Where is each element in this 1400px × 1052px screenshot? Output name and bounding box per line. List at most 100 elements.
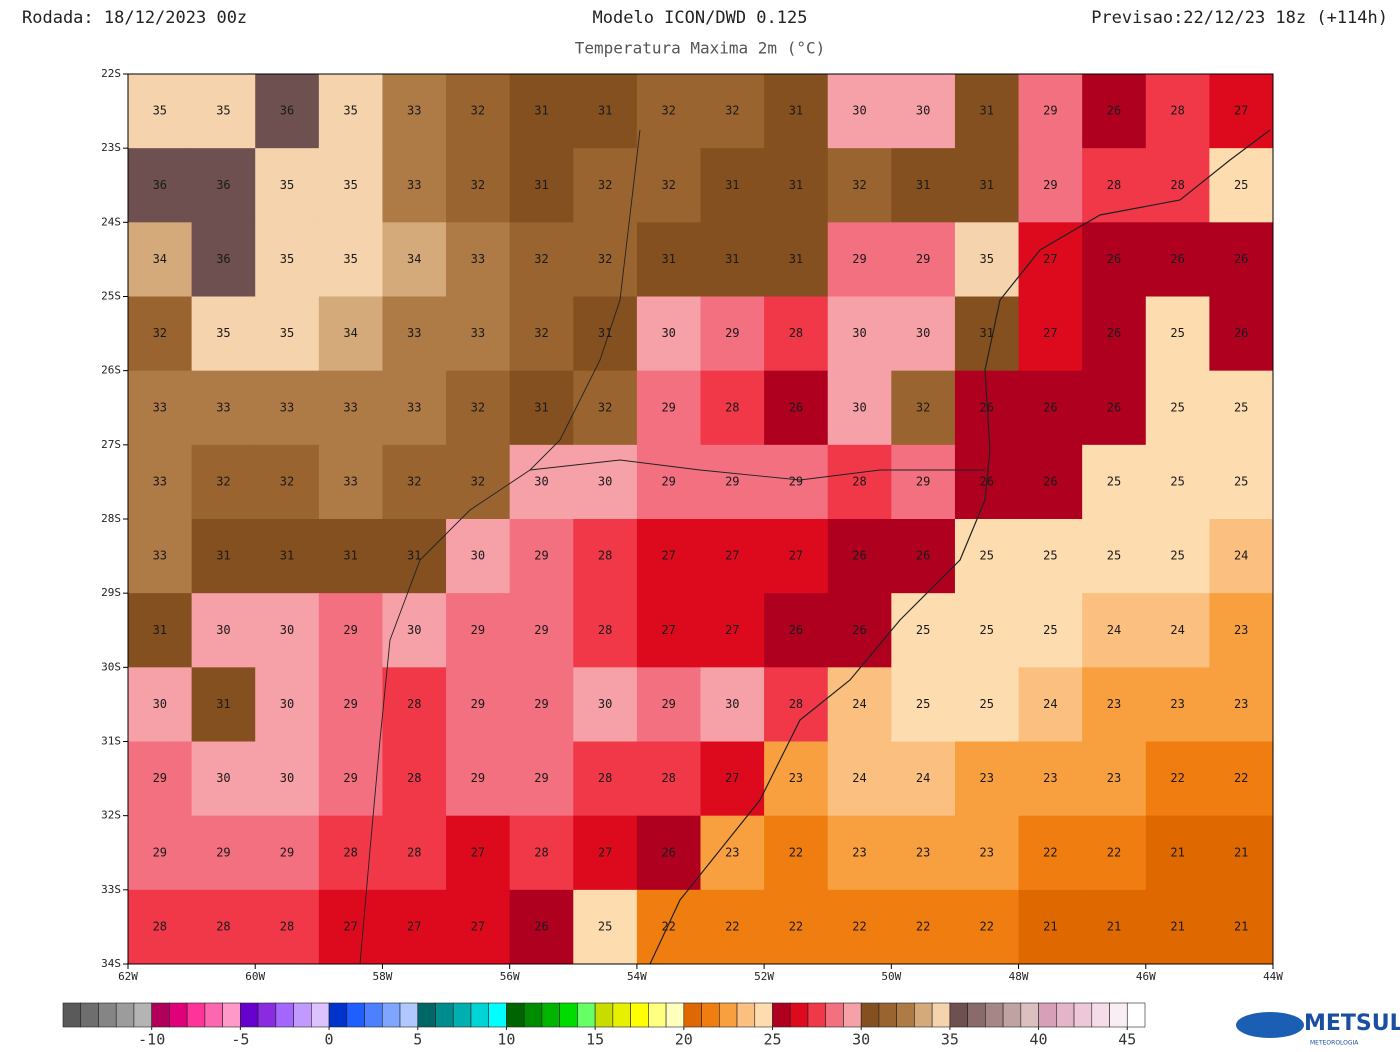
temperature-label: 27 (1043, 252, 1057, 266)
temperature-label: 27 (661, 549, 675, 563)
temperature-cell (891, 815, 956, 891)
temperature-label: 30 (407, 623, 421, 637)
temperature-label: 31 (980, 178, 994, 192)
temperature-label: 31 (789, 178, 803, 192)
temperature-label: 28 (598, 549, 612, 563)
temperature-label: 30 (916, 104, 930, 118)
temperature-cell (1018, 741, 1083, 817)
temperature-label: 32 (725, 104, 739, 118)
y-tick-label: 24S (101, 215, 121, 228)
temperature-label: 23 (980, 771, 994, 785)
temperature-cell (509, 889, 574, 965)
temperature-label: 32 (407, 474, 421, 488)
temperature-label: 30 (153, 697, 167, 711)
x-tick-label: 58W (373, 970, 393, 983)
temperature-cell (1209, 815, 1274, 891)
temperature-cell (636, 74, 701, 149)
temperature-cell (636, 519, 701, 594)
temperature-cell (382, 222, 447, 297)
temperature-cell (827, 815, 892, 891)
y-tick-label: 28S (101, 512, 121, 525)
temperature-label: 25 (1234, 400, 1248, 414)
temperature-cell (954, 815, 1020, 891)
temperature-label: 25 (1170, 474, 1184, 488)
temperature-cell (1145, 296, 1210, 372)
temperature-cell (255, 444, 320, 520)
temperature-label: 30 (280, 697, 294, 711)
temperature-cell (764, 370, 829, 446)
colorbar-swatch (967, 1002, 986, 1028)
colorbar-swatch (435, 1002, 454, 1028)
x-tick-label: 62W (118, 970, 138, 983)
temperature-label: 29 (725, 326, 739, 340)
temperature-cell (1082, 74, 1147, 149)
temperature-label: 32 (280, 474, 294, 488)
temperature-cell (382, 296, 447, 372)
temperature-label: 30 (916, 326, 930, 340)
x-tick-label: 60W (245, 970, 265, 983)
x-tick-label: 48W (1009, 970, 1029, 983)
temperature-label: 25 (1170, 549, 1184, 563)
temperature-label: 26 (789, 400, 803, 414)
temperature-label: 32 (216, 474, 230, 488)
temperature-label: 33 (153, 400, 167, 414)
temperature-label: 28 (280, 919, 294, 933)
temperature-cell (1209, 741, 1274, 817)
temperature-label: 29 (1043, 178, 1057, 192)
temperature-cell (891, 296, 956, 372)
colorbar-swatch (683, 1002, 702, 1028)
temperature-cell (1082, 296, 1147, 372)
temperature-cell (1018, 370, 1083, 446)
temperature-cell (509, 741, 574, 817)
temperature-cell (636, 593, 701, 668)
temperature-label: 28 (407, 845, 421, 859)
colorbar-swatch (364, 1002, 383, 1028)
temperature-label: 26 (852, 623, 866, 637)
temperature-cell (255, 593, 320, 668)
logo-tagline: METEOROLOGIA (1310, 1040, 1359, 1047)
temperature-cell (764, 519, 829, 594)
temperature-label: 29 (789, 474, 803, 488)
temperature-label: 29 (534, 697, 548, 711)
temperature-cell (827, 370, 892, 446)
temperature-label: 35 (343, 252, 357, 266)
temperature-cell (1209, 296, 1274, 372)
temperature-cell (1082, 593, 1147, 668)
temperature-label: 30 (280, 623, 294, 637)
temperature-cell (318, 444, 383, 520)
temperature-cell (636, 222, 701, 297)
temperature-label: 32 (852, 178, 866, 192)
subtitle: Temperatura Maxima 2m (°C) (575, 39, 825, 58)
temperature-cell (764, 815, 829, 891)
temperature-cell (700, 444, 765, 520)
temperature-cell (1018, 667, 1083, 742)
temperature-label: 27 (1234, 104, 1248, 118)
temperature-label: 28 (343, 845, 357, 859)
colorbar-swatch (612, 1002, 631, 1028)
temperature-label: 29 (661, 474, 675, 488)
temperature-label: 26 (1107, 252, 1121, 266)
temperature-cell (446, 593, 511, 668)
temperature-label: 29 (916, 474, 930, 488)
temperature-cell (636, 667, 701, 742)
temperature-cell (318, 74, 383, 149)
temperature-label: 24 (916, 771, 930, 785)
y-tick-label: 29S (101, 586, 121, 599)
temperature-label: 32 (153, 326, 167, 340)
colorbar-swatch (789, 1002, 809, 1028)
colorbar-swatch (1020, 1002, 1039, 1028)
colorbar-swatch (346, 1002, 365, 1028)
colorbar-swatch (630, 1002, 649, 1028)
colorbar-swatch (204, 1002, 223, 1028)
temperature-label: 36 (153, 178, 167, 192)
temperature-cell (1018, 889, 1083, 965)
colorbar-label: -5 (231, 1031, 249, 1049)
colorbar-swatch (452, 1002, 472, 1028)
temperature-label: 32 (534, 252, 548, 266)
colorbar-label: 35 (941, 1031, 959, 1049)
temperature-label: 25 (980, 549, 994, 563)
temperature-cell (128, 444, 193, 520)
temperature-label: 32 (471, 104, 485, 118)
temperature-cell (573, 741, 638, 817)
temperature-cell (764, 74, 829, 149)
